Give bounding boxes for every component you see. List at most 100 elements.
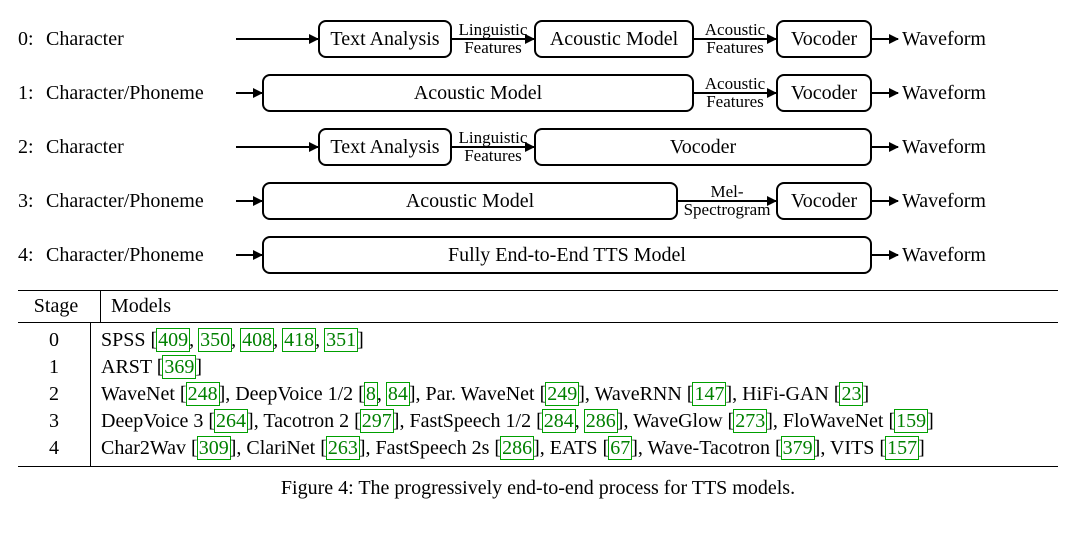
citation-link[interactable]: 408 [240,328,274,352]
table-models-cell: DeepVoice 3 [264], Tacotron 2 [297], Fas… [101,408,1058,435]
pipeline-box: Acoustic Model [534,20,694,58]
arrow-line [872,92,898,94]
citation-link[interactable]: 147 [692,382,726,406]
arrow [872,92,898,94]
stage-column: 01234 [18,323,90,466]
arrow-line [872,38,898,40]
arrow-label-top: Linguistic [448,21,538,39]
citation-link[interactable]: 84 [386,382,410,406]
table-stage-cell: 1 [49,354,59,381]
table-header: Stage Models [18,291,1058,323]
input-label: Character/Phoneme [46,244,236,267]
citation-link[interactable]: 297 [360,409,394,433]
citation-link[interactable]: 23 [839,382,863,406]
arrow [872,38,898,40]
citation-link[interactable]: 8 [364,382,378,406]
header-stage: Stage [18,295,90,318]
citation-link[interactable]: 264 [214,409,248,433]
arrow [236,38,318,40]
pipeline-row: 0:CharacterText AnalysisLinguisticFeatur… [18,12,1058,66]
table-models-cell: Char2Wav [309], ClariNet [263], FastSpee… [101,435,1058,462]
arrow-label-bottom: Features [690,39,780,57]
table-stage-cell: 2 [49,381,59,408]
models-column: SPSS [409, 350, 408, 418, 351]ARST [369]… [91,323,1058,466]
table-stage-cell: 3 [49,408,59,435]
arrow [236,92,262,94]
pipeline-row: 4:Character/PhonemeFully End-to-End TTS … [18,228,1058,282]
pipeline-box: Text Analysis [318,128,452,166]
models-table: Stage Models 01234 SPSS [409, 350, 408, … [18,290,1058,467]
arrow-line [236,254,262,256]
table-models-cell: SPSS [409, 350, 408, 418, 351] [101,327,1058,354]
citation-link[interactable]: 309 [197,436,231,460]
pipeline-box: Vocoder [776,20,872,58]
stage-index: 3: [18,190,46,213]
input-label: Character [46,28,236,51]
arrow: LinguisticFeatures [452,38,534,40]
arrow: LinguisticFeatures [452,146,534,148]
input-label: Character [46,136,236,159]
stage-index: 2: [18,136,46,159]
citation-link[interactable]: 157 [885,436,919,460]
output-label: Waveform [902,190,986,213]
arrow [872,146,898,148]
citation-link[interactable]: 350 [198,328,232,352]
arrow: Mel-Spectrogram [678,200,776,202]
table-models-cell: WaveNet [248], DeepVoice 1/2 [8, 84], Pa… [101,381,1058,408]
figure-caption: Figure 4: The progressively end-to-end p… [18,477,1058,500]
pipeline-box: Acoustic Model [262,74,694,112]
pipeline-box: Vocoder [776,182,872,220]
pipeline-row: 1:Character/Phoneme Acoustic ModelAcousti… [18,66,1058,120]
pipeline-box: Text Analysis [318,20,452,58]
arrow-line [872,146,898,148]
pipeline-box: Fully End-to-End TTS Model [262,236,872,274]
arrow-line [872,200,898,202]
table-models-cell: ARST [369] [101,354,1058,381]
citation-link[interactable]: 286 [584,409,618,433]
citation-link[interactable]: 379 [781,436,815,460]
arrow-label-top: Mel- [673,183,781,201]
arrow-line [236,200,262,202]
pipeline-box: Acoustic Model [262,182,678,220]
arrow [236,254,262,256]
arrow [872,200,898,202]
arrow [236,146,318,148]
header-separator [100,291,101,322]
citation-link[interactable]: 249 [545,382,579,406]
output-label: Waveform [902,28,986,51]
pipeline-diagram: 0:CharacterText AnalysisLinguisticFeatur… [18,12,1058,282]
citation-link[interactable]: 159 [894,409,928,433]
citation-link[interactable]: 263 [326,436,360,460]
arrow-line [236,38,318,40]
arrow-label-top: Linguistic [448,129,538,147]
arrow-label-bottom: Features [448,147,538,165]
citation-link[interactable]: 409 [156,328,190,352]
arrow-label-bottom: Features [690,93,780,111]
pipeline-row: 3:Character/Phoneme Acoustic ModelMel-Spe… [18,174,1058,228]
stage-index: 1: [18,82,46,105]
arrow-label-top: Acoustic [690,75,780,93]
output-label: Waveform [902,136,986,159]
citation-link[interactable]: 284 [542,409,576,433]
arrow-line [236,92,262,94]
arrow: AcousticFeatures [694,92,776,94]
pipeline-box: Vocoder [534,128,872,166]
citation-link[interactable]: 369 [162,355,196,379]
table-stage-cell: 0 [49,327,59,354]
citation-link[interactable]: 351 [324,328,358,352]
arrow-label-top: Acoustic [690,21,780,39]
citation-link[interactable]: 418 [282,328,316,352]
input-label: Character/Phoneme [46,190,236,213]
arrow [872,254,898,256]
input-label: Character/Phoneme [46,82,236,105]
table-body: 01234 SPSS [409, 350, 408, 418, 351]ARST… [18,323,1058,467]
citation-link[interactable]: 67 [608,436,632,460]
citation-link[interactable]: 286 [500,436,534,460]
pipeline-box: Vocoder [776,74,872,112]
citation-link[interactable]: 273 [733,409,767,433]
citation-link[interactable]: 248 [186,382,220,406]
stage-index: 0: [18,28,46,51]
table-stage-cell: 4 [49,435,59,462]
arrow [236,200,262,202]
arrow-label-bottom: Features [448,39,538,57]
